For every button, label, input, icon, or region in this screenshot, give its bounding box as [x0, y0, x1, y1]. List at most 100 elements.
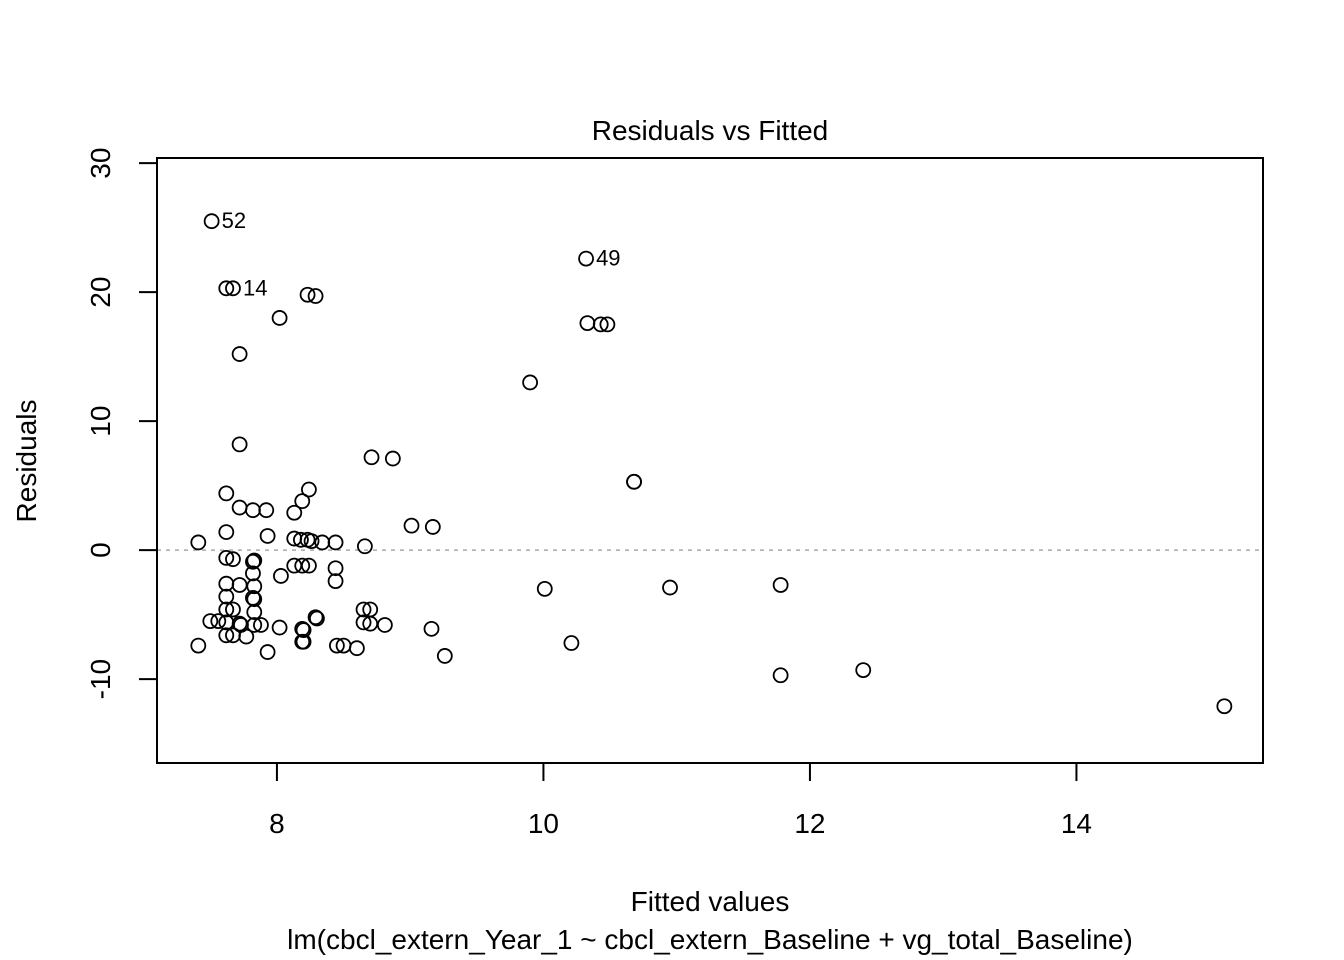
data-point: [259, 528, 276, 544]
data-point: [328, 637, 345, 654]
data-point: [301, 481, 317, 498]
data-point: [355, 601, 372, 618]
data-point: [246, 591, 263, 608]
data-point: [218, 614, 235, 631]
data-point: [286, 557, 303, 574]
data-point: [592, 316, 609, 333]
data-point: [231, 436, 248, 453]
data-point: [190, 637, 207, 654]
x-tick-label: 14: [1061, 808, 1092, 839]
data-point: [271, 619, 288, 636]
data-point: [218, 485, 235, 502]
data-point: [772, 577, 789, 593]
x-tick-label: 10: [528, 808, 559, 839]
data-point: [203, 213, 220, 230]
data-point: [202, 613, 219, 630]
data-point: [626, 473, 642, 490]
data-point: [301, 557, 317, 574]
data-point: [218, 549, 235, 566]
data-point: [190, 534, 207, 551]
data-point: [327, 573, 344, 590]
x-tick-label: 12: [794, 808, 825, 839]
data-point: [1216, 698, 1233, 715]
y-tick-label: 0: [85, 542, 116, 558]
scatter-points: [190, 213, 1233, 715]
data-point: [294, 493, 311, 510]
data-point: [855, 662, 872, 679]
data-point: [307, 609, 324, 626]
data-point: [314, 534, 331, 551]
y-tick-label: -10: [85, 659, 116, 699]
x-tick-label: 8: [269, 808, 285, 839]
data-point: [327, 560, 344, 577]
data-point: [327, 534, 344, 551]
data-point: [286, 504, 303, 521]
data-point: [245, 502, 261, 519]
data-point: [772, 667, 789, 684]
data-point: [295, 633, 312, 650]
y-tick-label: 30: [85, 148, 116, 179]
data-point: [294, 557, 311, 574]
data-point: [522, 374, 539, 391]
chart-title: Residuals vs Fitted: [592, 115, 829, 146]
y-tick-label: 10: [85, 406, 116, 437]
data-point: [218, 524, 235, 540]
data-point: [218, 588, 235, 605]
data-point: [245, 565, 261, 582]
point-labels: 52 49 14: [222, 208, 621, 300]
data-point: [225, 551, 241, 568]
data-point: [309, 610, 325, 627]
data-point: [246, 604, 263, 620]
point-label: 14: [243, 275, 267, 300]
data-point: [384, 450, 401, 467]
data-point: [363, 449, 380, 466]
data-point: [218, 601, 235, 618]
data-point: [245, 553, 261, 570]
data-point: [307, 288, 324, 304]
data-point: [246, 617, 263, 633]
model-formula-subtitle: lm(cbcl_extern_Year_1 ~ cbcl_extern_Base…: [287, 924, 1133, 955]
data-point: [295, 622, 312, 639]
point-label: 52: [222, 208, 246, 233]
data-point: [225, 601, 241, 618]
data-point: [303, 533, 320, 550]
data-point: [231, 577, 248, 593]
data-point: [578, 250, 594, 267]
data-point: [273, 568, 289, 584]
data-point: [376, 617, 393, 633]
data-point: [436, 648, 453, 664]
data-point: [218, 627, 235, 644]
data-point: [218, 575, 235, 592]
data-point: [210, 613, 227, 630]
data-point: [231, 499, 248, 516]
data-point: [253, 617, 269, 633]
data-point: [599, 316, 616, 333]
data-point: [424, 519, 441, 535]
point-label: 49: [596, 246, 620, 271]
data-point: [246, 552, 263, 569]
data-point: [225, 280, 241, 297]
data-point: [563, 635, 580, 651]
data-point: [348, 640, 365, 657]
y-tick-label: 20: [85, 277, 116, 308]
data-point: [246, 578, 263, 595]
plot-frame: [156, 157, 1264, 764]
data-point: [299, 286, 316, 303]
x-axis-label: Fitted values: [631, 886, 790, 917]
data-point: [238, 628, 255, 645]
data-point: [259, 644, 276, 660]
data-point: [662, 579, 678, 596]
data-point: [293, 531, 309, 548]
data-point: [356, 538, 373, 555]
data-point: [536, 580, 553, 597]
y-axis-label: Residuals: [11, 400, 42, 523]
data-point: [294, 620, 311, 637]
data-point: [403, 517, 420, 534]
data-point: [231, 346, 248, 362]
data-point: [271, 310, 288, 326]
x-axis: 8 10 12 14: [269, 762, 1092, 839]
data-point: [423, 620, 440, 637]
y-axis: -10 0 10 20 30: [85, 148, 158, 699]
data-point: [218, 280, 235, 297]
data-point: [258, 502, 275, 519]
